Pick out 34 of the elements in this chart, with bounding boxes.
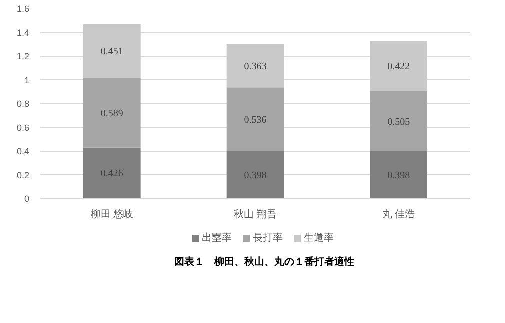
bar bbox=[370, 91, 428, 152]
data-label: 0.363 bbox=[244, 62, 267, 73]
y-tick-label: 0.8 bbox=[16, 99, 30, 109]
y-tick-label: 1.2 bbox=[16, 52, 30, 62]
x-tick-label: 柳田 悠岐 bbox=[90, 208, 134, 220]
legend-label: 出塁率 bbox=[202, 232, 232, 244]
legend-label: 生還率 bbox=[304, 232, 334, 244]
x-tick-label: 丸 佳浩 bbox=[382, 208, 416, 220]
y-tick-label: 1.6 bbox=[16, 4, 30, 14]
data-label: 0.505 bbox=[388, 116, 410, 128]
data-label: 0.536 bbox=[244, 114, 267, 126]
y-tick-label: 0.6 bbox=[16, 122, 30, 133]
bar bbox=[84, 148, 141, 198]
bar bbox=[84, 78, 141, 148]
y-tick-label: 0.2 bbox=[16, 170, 30, 180]
bar bbox=[226, 88, 284, 152]
bar bbox=[370, 151, 428, 198]
bar bbox=[84, 24, 141, 78]
legend-label: 長打率 bbox=[252, 232, 283, 244]
data-label: 0.422 bbox=[388, 62, 410, 73]
bar bbox=[226, 151, 284, 198]
y-tick-label: 0 bbox=[24, 194, 30, 204]
data-label: 0.451 bbox=[100, 46, 124, 58]
y-tick-label: 1.4 bbox=[16, 28, 30, 38]
data-label: 0.398 bbox=[388, 170, 410, 182]
y-tick-label: 1 bbox=[24, 75, 30, 86]
data-label: 0.398 bbox=[244, 170, 267, 182]
x-tick-label: 秋山 翔吾 bbox=[234, 208, 277, 220]
bar bbox=[226, 44, 284, 88]
data-label: 0.589 bbox=[100, 108, 124, 120]
bar bbox=[370, 41, 428, 92]
data-label: 0.426 bbox=[100, 168, 124, 180]
text: 図表１ 柳田、秋山、丸の１番打者適性 bbox=[174, 256, 354, 268]
y-tick-label: 0.4 bbox=[16, 146, 30, 156]
